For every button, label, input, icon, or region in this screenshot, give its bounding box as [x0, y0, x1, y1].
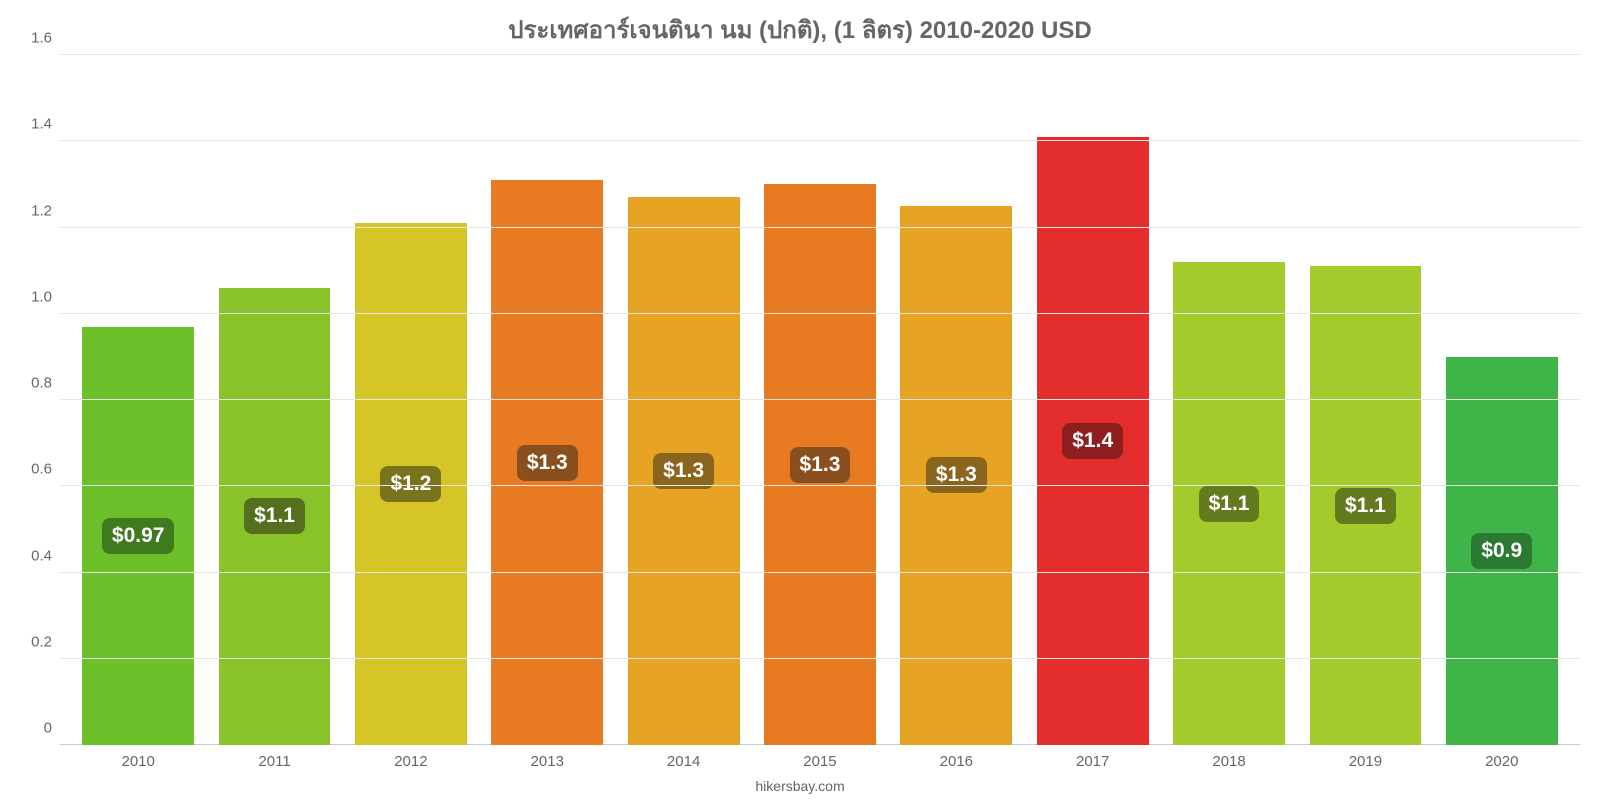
y-tick-label: 0.6 [31, 461, 60, 478]
bar: $1.3 [764, 184, 876, 745]
grid-line [60, 140, 1580, 141]
grid-line [60, 572, 1580, 573]
bar: $1.1 [1310, 266, 1422, 745]
grid-line [60, 658, 1580, 659]
value-badge: $0.9 [1471, 533, 1532, 569]
x-tick-label: 2010 [70, 745, 206, 770]
bar: $1.3 [491, 180, 603, 745]
y-tick-label: 1.6 [31, 30, 60, 47]
x-tick-label: 2016 [888, 745, 1024, 770]
bar-slot: $1.12019 [1297, 55, 1433, 745]
x-tick-label: 2011 [206, 745, 342, 770]
bar: $1.2 [355, 223, 467, 745]
grid-line [60, 485, 1580, 486]
x-tick-label: 2015 [752, 745, 888, 770]
value-badge: $1.1 [244, 498, 305, 534]
x-tick-label: 2013 [479, 745, 615, 770]
bar: $0.9 [1446, 357, 1558, 745]
y-tick-label: 1.2 [31, 202, 60, 219]
bar-slot: $1.32013 [479, 55, 615, 745]
value-badge: $1.4 [1062, 423, 1123, 459]
y-tick-label: 0 [44, 720, 60, 737]
bar: $0.97 [82, 327, 194, 745]
value-badge: $1.3 [517, 445, 578, 481]
bar-slot: $1.32015 [752, 55, 888, 745]
value-badge: $1.3 [926, 457, 987, 493]
grid-line [60, 399, 1580, 400]
grid-line [60, 54, 1580, 55]
y-tick-label: 0.2 [31, 633, 60, 650]
bar-slot: $1.32014 [615, 55, 751, 745]
value-badge: $1.3 [790, 447, 851, 483]
x-tick-label: 2017 [1025, 745, 1161, 770]
bar-slot: $1.32016 [888, 55, 1024, 745]
y-tick-label: 1.0 [31, 288, 60, 305]
bar: $1.1 [1173, 262, 1285, 745]
chart-container: ประเทศอาร์เจนตินา นม (ปกติ), (1 ลิตร) 20… [0, 0, 1600, 800]
grid-line [60, 227, 1580, 228]
x-tick-label: 2014 [615, 745, 751, 770]
bar-slot: $1.12018 [1161, 55, 1297, 745]
grid-line [60, 313, 1580, 314]
bar-slot: $1.42017 [1025, 55, 1161, 745]
value-badge: $1.1 [1199, 486, 1260, 522]
chart-title: ประเทศอาร์เจนตินา นม (ปกติ), (1 ลิตร) 20… [0, 10, 1600, 49]
x-tick-label: 2019 [1297, 745, 1433, 770]
plot-area: $0.972010$1.12011$1.22012$1.32013$1.3201… [60, 55, 1580, 745]
bar: $1.4 [1037, 137, 1149, 745]
x-tick-label: 2020 [1434, 745, 1570, 770]
y-tick-label: 1.4 [31, 116, 60, 133]
value-badge: $0.97 [102, 518, 175, 554]
y-tick-label: 0.4 [31, 547, 60, 564]
value-badge: $1.2 [380, 466, 441, 502]
bar-slot: $0.92020 [1434, 55, 1570, 745]
y-tick-label: 0.8 [31, 375, 60, 392]
bar-slot: $0.972010 [70, 55, 206, 745]
x-tick-label: 2012 [343, 745, 479, 770]
value-badge: $1.1 [1335, 488, 1396, 524]
bars-group: $0.972010$1.12011$1.22012$1.32013$1.3201… [60, 55, 1580, 745]
bar-slot: $1.12011 [206, 55, 342, 745]
chart-credit: hikersbay.com [0, 778, 1600, 794]
bar: $1.3 [900, 206, 1012, 745]
bar: $1.3 [628, 197, 740, 745]
value-badge: $1.3 [653, 453, 714, 489]
bar: $1.1 [219, 288, 331, 745]
x-tick-label: 2018 [1161, 745, 1297, 770]
bar-slot: $1.22012 [343, 55, 479, 745]
